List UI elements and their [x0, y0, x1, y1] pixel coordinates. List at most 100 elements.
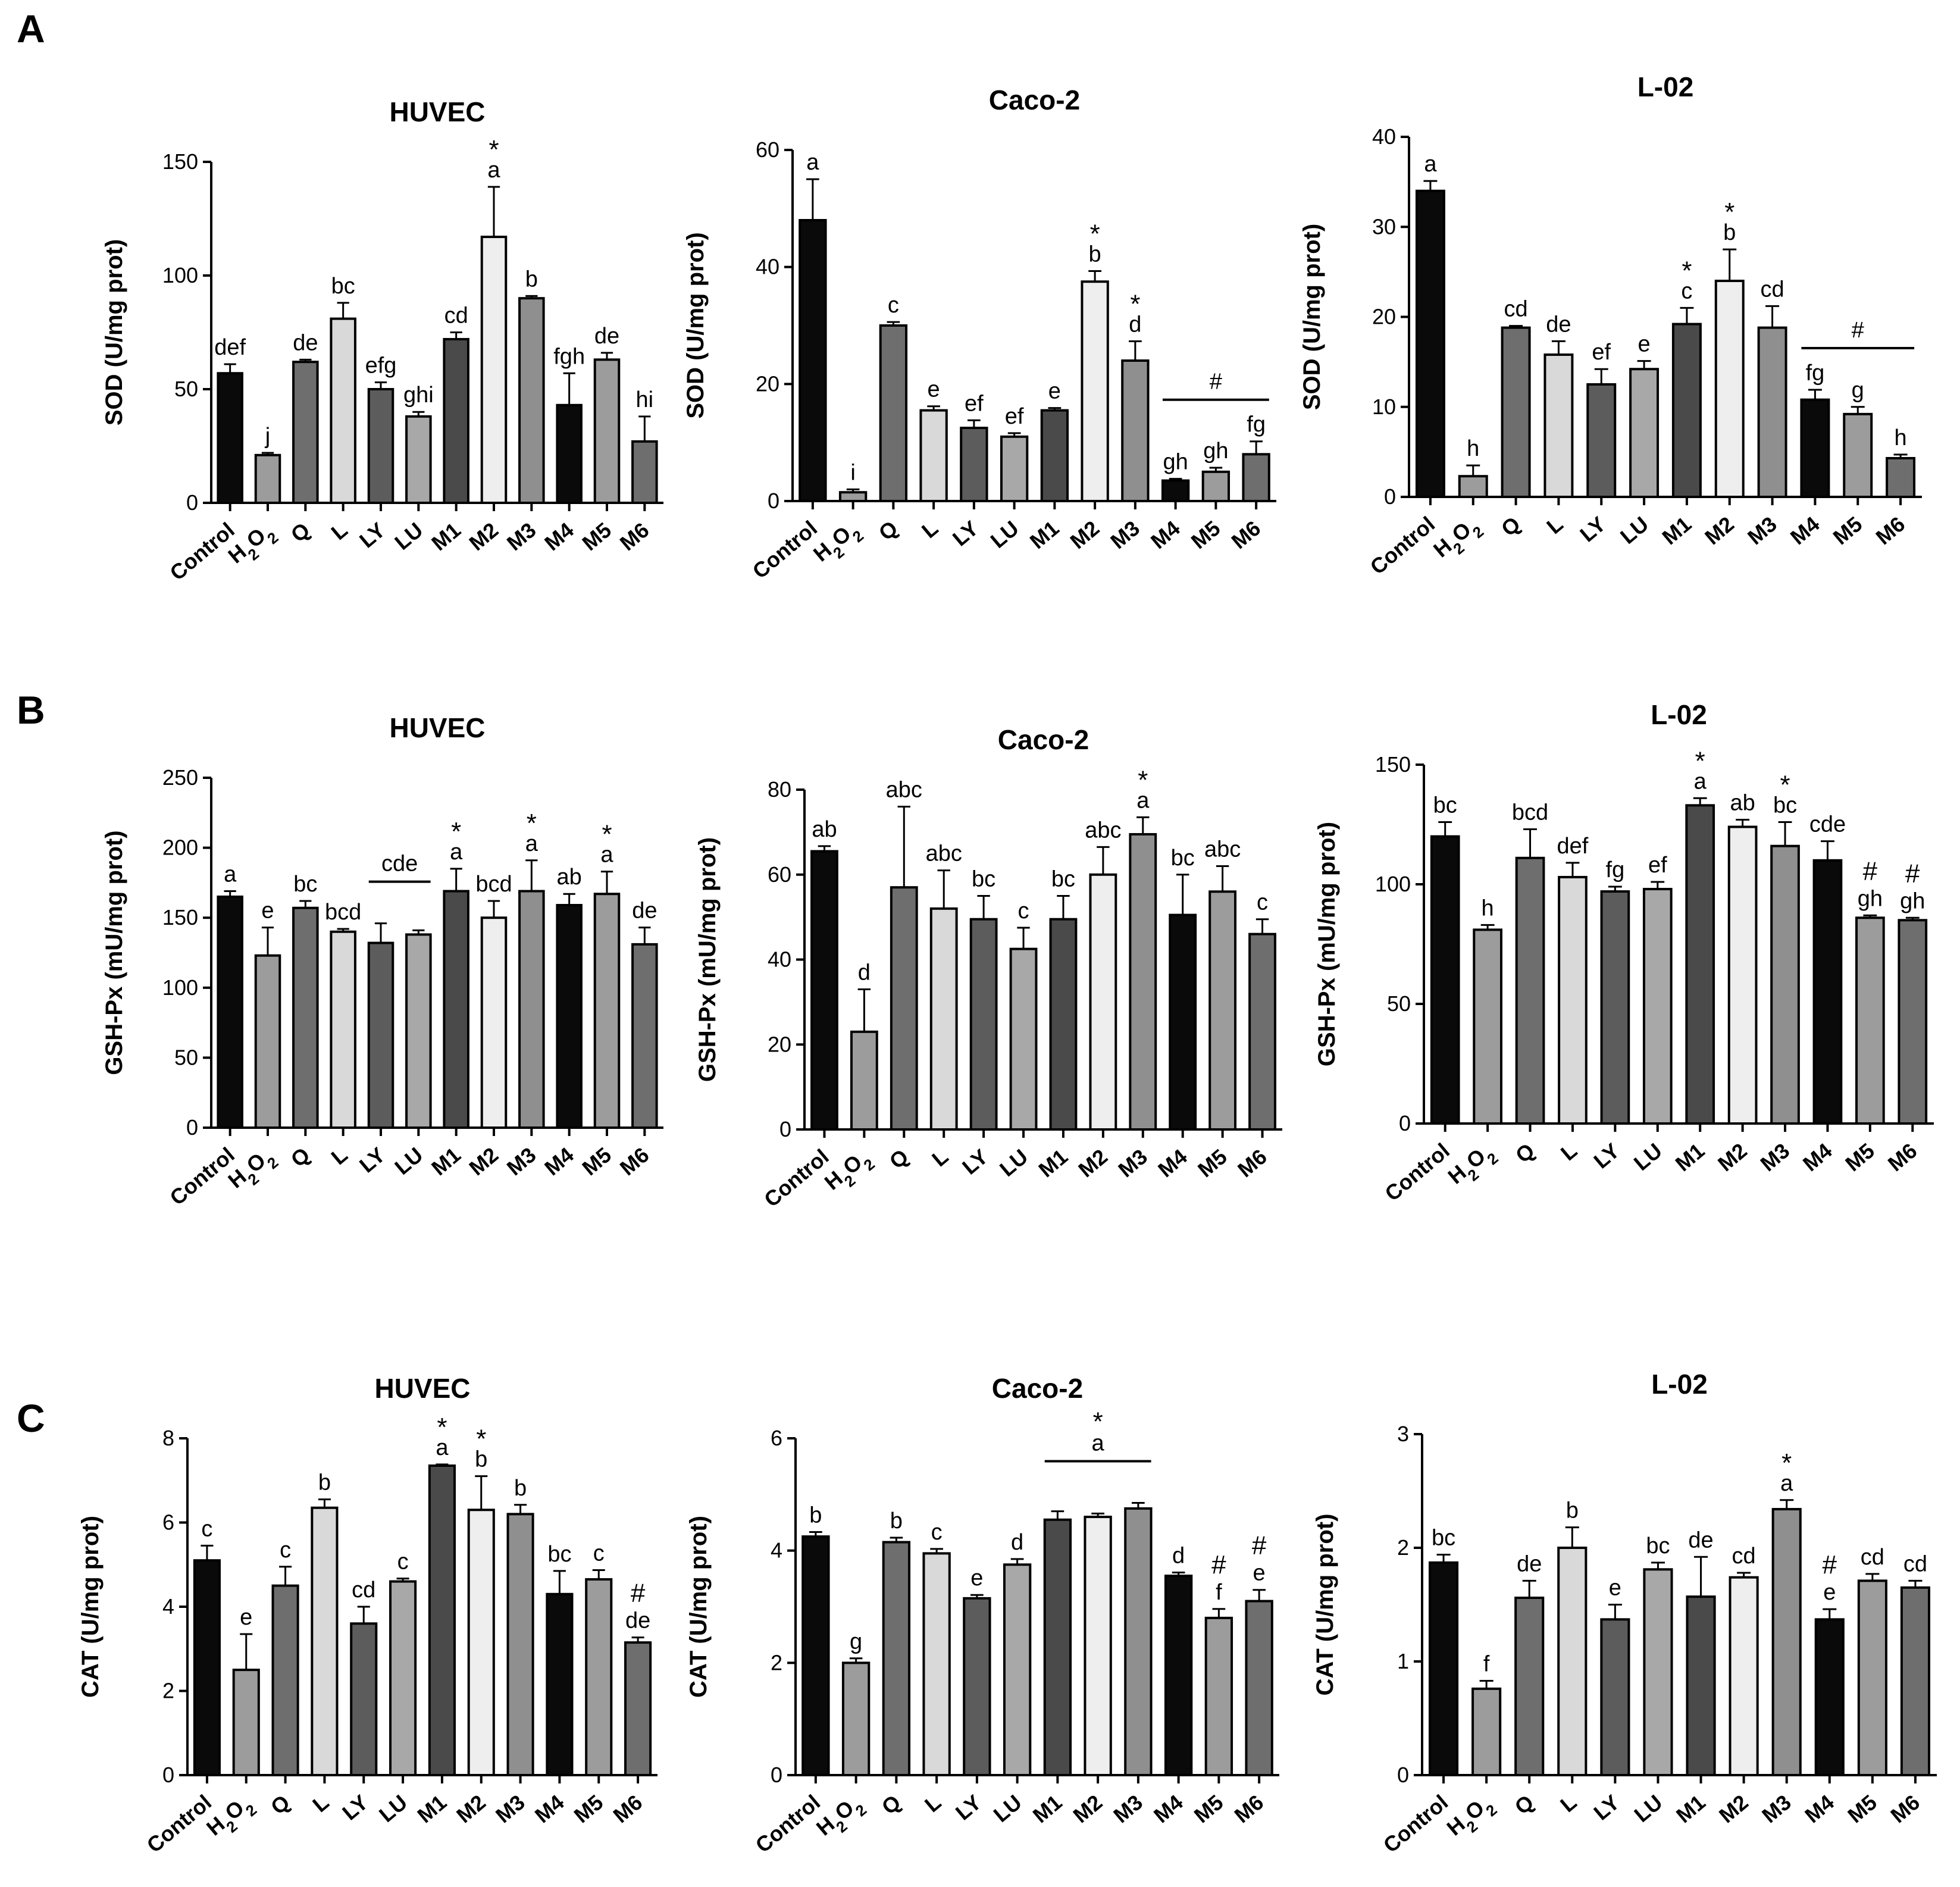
bar	[1514, 1597, 1545, 1777]
x-category-label: L	[308, 1790, 333, 1817]
bar	[1501, 326, 1531, 499]
significance-letter: g	[1852, 378, 1864, 403]
y-tick-label: 100	[1375, 872, 1411, 896]
significance-marker: *	[1130, 290, 1140, 319]
bar	[810, 850, 838, 1131]
bar	[506, 1513, 534, 1777]
bar	[1003, 1563, 1032, 1776]
x-category-label: LY	[355, 518, 390, 553]
significance-marker: *	[1781, 1448, 1792, 1478]
x-category-label: M5	[1843, 1790, 1881, 1828]
group-marker: #	[1852, 318, 1864, 343]
y-axis-label: SOD (U/mg prot)	[1299, 224, 1325, 410]
significance-letter: de	[1546, 312, 1571, 337]
y-tick-label: 0	[768, 489, 779, 513]
bar	[254, 453, 281, 505]
bar	[1714, 280, 1745, 498]
bar	[631, 943, 658, 1129]
y-tick-label: 2	[1397, 1535, 1409, 1560]
bar	[593, 358, 621, 505]
bar	[443, 890, 469, 1129]
y-tick-label: 50	[174, 1045, 198, 1069]
significance-letter: c	[280, 1538, 291, 1563]
bar	[232, 1669, 260, 1776]
significance-letter: bcd	[475, 872, 512, 897]
bar	[271, 1584, 299, 1776]
significance-letter: e	[1048, 379, 1061, 404]
significance-letter: de	[632, 899, 657, 924]
significance-letter: c	[1257, 890, 1268, 915]
bar	[330, 317, 356, 505]
significance-letter: de	[1517, 1551, 1542, 1576]
significance-letter: b	[1089, 242, 1101, 267]
bar	[1671, 323, 1702, 498]
x-category-label: M3	[502, 518, 541, 556]
x-category-label: LU	[390, 1143, 427, 1179]
significance-letter: de	[293, 330, 318, 355]
significance-letter: b	[890, 1509, 903, 1534]
bar	[1814, 1618, 1845, 1777]
y-tick-label: 20	[756, 371, 779, 396]
bar	[1000, 435, 1029, 502]
x-category-label: H2O2	[1443, 1138, 1501, 1195]
x-category-label: M6	[615, 1143, 654, 1181]
x-category-label: M5	[1840, 1138, 1879, 1176]
x-category-label: M2	[464, 1143, 503, 1181]
chart-title: HUVEC	[389, 712, 485, 743]
bar	[631, 440, 658, 504]
significance-letter: c	[1681, 278, 1692, 303]
significance-letter: ef	[1005, 404, 1024, 429]
x-category-label: LY	[1589, 1790, 1624, 1825]
bar	[1855, 916, 1885, 1125]
panel-letter-c: C	[17, 1396, 45, 1440]
x-category-label: M1	[1034, 1144, 1072, 1182]
x-category-label: M3	[1113, 1144, 1152, 1182]
x-category-label: M5	[577, 518, 616, 556]
bar	[1242, 453, 1270, 502]
bar	[1049, 918, 1078, 1131]
bar	[1415, 189, 1445, 498]
bar	[254, 954, 281, 1129]
y-tick-label: 150	[1375, 752, 1411, 777]
bar	[1685, 804, 1715, 1125]
x-category-label: M2	[1713, 1138, 1752, 1176]
bar	[556, 904, 583, 1129]
x-category-label: LY	[951, 1790, 986, 1825]
chart-b-huvec: HUVEC GSH-Px (mU/mg prot) 0 50 100 150 200 250 a…	[101, 712, 663, 1210]
bar	[1201, 470, 1231, 502]
significance-letter: de	[625, 1609, 650, 1633]
significance-letter: a	[806, 150, 819, 175]
significance-letter: fg	[1806, 361, 1825, 386]
significance-letter: i	[850, 460, 855, 485]
bar	[1886, 456, 1916, 499]
bar	[443, 337, 469, 505]
x-category-label: M3	[1743, 512, 1781, 550]
bar	[1898, 919, 1928, 1125]
x-category-label: H2O2	[202, 1790, 260, 1847]
significance-letter: bc	[1773, 793, 1797, 818]
significance-letter: a	[525, 831, 538, 856]
x-category-label: M2	[1069, 1790, 1107, 1828]
significance-letter: bc	[1432, 1525, 1455, 1550]
bar	[367, 388, 394, 504]
significance-letter: cd	[1504, 297, 1528, 322]
bar	[1161, 479, 1190, 502]
bar	[311, 1506, 339, 1777]
bar	[929, 907, 958, 1131]
bar	[799, 219, 827, 502]
x-category-label: L	[920, 1790, 945, 1817]
bar	[1124, 1507, 1153, 1777]
x-category-label: LU	[1615, 512, 1653, 549]
bar	[1629, 368, 1660, 498]
y-tick-label: 250	[162, 765, 198, 790]
x-category-label: LU	[989, 1790, 1026, 1827]
y-axis-label: GSH-Px (mU/mg prot)	[694, 837, 721, 1082]
significance-letter: de	[594, 324, 619, 349]
x-category-label: L	[1542, 512, 1567, 539]
significance-letter: de	[1688, 1528, 1713, 1553]
significance-marker: *	[1090, 220, 1100, 249]
significance-letter: e	[1638, 332, 1651, 357]
bar	[217, 372, 243, 505]
significance-marker: #	[1823, 1550, 1837, 1579]
